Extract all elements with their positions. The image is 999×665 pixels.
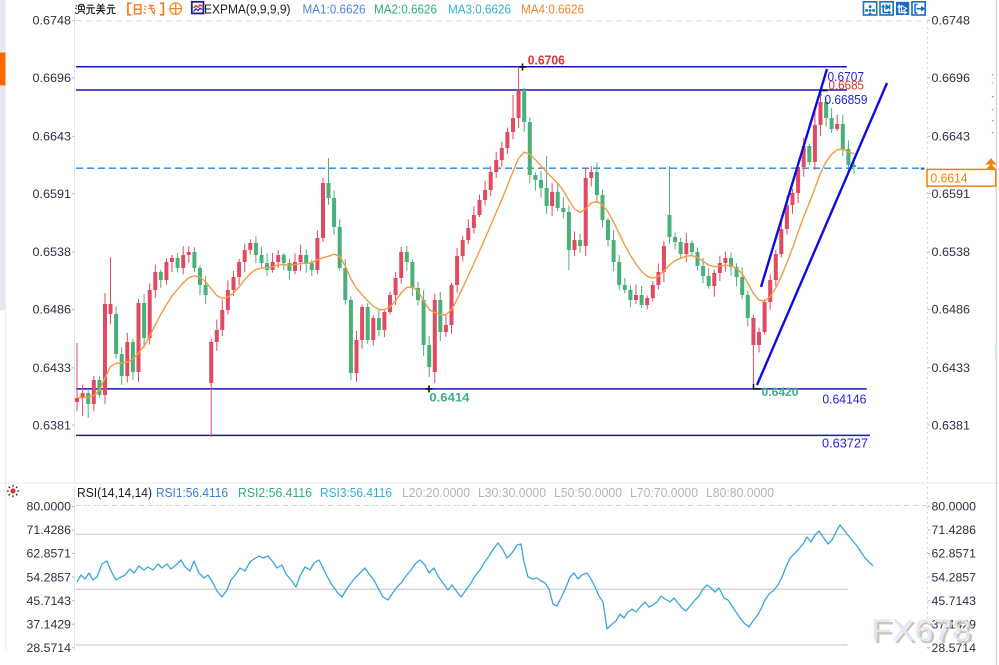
svg-text:28.5714: 28.5714 [27,641,72,655]
svg-text:45.7143: 45.7143 [932,594,977,608]
svg-text:L30:30.0000: L30:30.0000 [478,486,546,500]
svg-text:0.6748: 0.6748 [932,14,971,28]
svg-text:MA2:0.6626: MA2:0.6626 [374,2,437,16]
svg-text:62.8571: 62.8571 [27,547,72,561]
svg-text:0.6538: 0.6538 [932,245,971,259]
svg-text:71.4286: 71.4286 [27,523,72,537]
svg-text:L20:20.0000: L20:20.0000 [402,486,470,500]
svg-text:45.7143: 45.7143 [27,594,72,608]
svg-text:0.6685: 0.6685 [829,79,865,93]
svg-text:0.6433: 0.6433 [932,361,971,375]
svg-text:0.6538: 0.6538 [33,245,72,259]
svg-text:0.6414: 0.6414 [429,391,469,405]
svg-text:71.4286: 71.4286 [932,523,977,537]
svg-text:37.1429: 37.1429 [27,618,72,632]
svg-text:RSI2:56.4116: RSI2:56.4116 [238,486,312,500]
svg-text:0.6707: 0.6707 [828,70,865,84]
svg-text:FX678: FX678 [871,613,971,648]
svg-text:0.6748: 0.6748 [33,14,72,28]
svg-text:0.64146: 0.64146 [822,393,866,407]
svg-text:54.2857: 54.2857 [932,570,977,584]
svg-text:L50:50.0000: L50:50.0000 [554,486,622,500]
svg-text:0.6381: 0.6381 [932,418,971,432]
svg-text:MA3:0.6626: MA3:0.6626 [448,2,511,16]
svg-text:0.66859: 0.66859 [825,93,868,107]
svg-text:RSI1:56.4116: RSI1:56.4116 [156,486,228,500]
svg-text:54.2857: 54.2857 [27,570,72,584]
svg-text:0.6643: 0.6643 [33,130,72,144]
svg-text:L70:70.0000: L70:70.0000 [630,486,698,500]
svg-text:80.0000: 80.0000 [27,500,72,514]
svg-text:0.6591: 0.6591 [932,187,971,201]
svg-text:62.8571: 62.8571 [932,547,977,561]
svg-text:RSI(14,14,14): RSI(14,14,14) [77,486,152,500]
svg-text:FX678: FX678 [874,615,974,650]
svg-text:0.6420: 0.6420 [762,385,799,399]
svg-text:0.6591: 0.6591 [33,187,72,201]
svg-text:0.6486: 0.6486 [33,303,72,317]
svg-text:0.63727: 0.63727 [822,437,868,451]
svg-text:37.1429: 37.1429 [932,618,977,632]
svg-text:0.6706: 0.6706 [528,54,565,68]
svg-text:MA1:0.6626: MA1:0.6626 [303,2,366,16]
svg-text:28.5714: 28.5714 [932,641,977,655]
svg-text:0.6486: 0.6486 [932,303,971,317]
svg-text:0.6433: 0.6433 [33,361,72,375]
svg-text:0.6696: 0.6696 [932,71,971,85]
svg-text:0.6696: 0.6696 [33,71,72,85]
svg-text:80.0000: 80.0000 [932,500,977,514]
svg-text:L80:80.0000: L80:80.0000 [706,486,774,500]
svg-text:MA4:0.6626: MA4:0.6626 [521,2,584,16]
svg-text:0.6643: 0.6643 [932,130,971,144]
svg-text:EXPMA(9,9,9,9): EXPMA(9,9,9,9) [204,2,291,16]
svg-text:0.6614: 0.6614 [931,171,968,185]
svg-text:RSI3:56.4116: RSI3:56.4116 [320,486,392,500]
svg-text:0.6381: 0.6381 [33,418,72,432]
